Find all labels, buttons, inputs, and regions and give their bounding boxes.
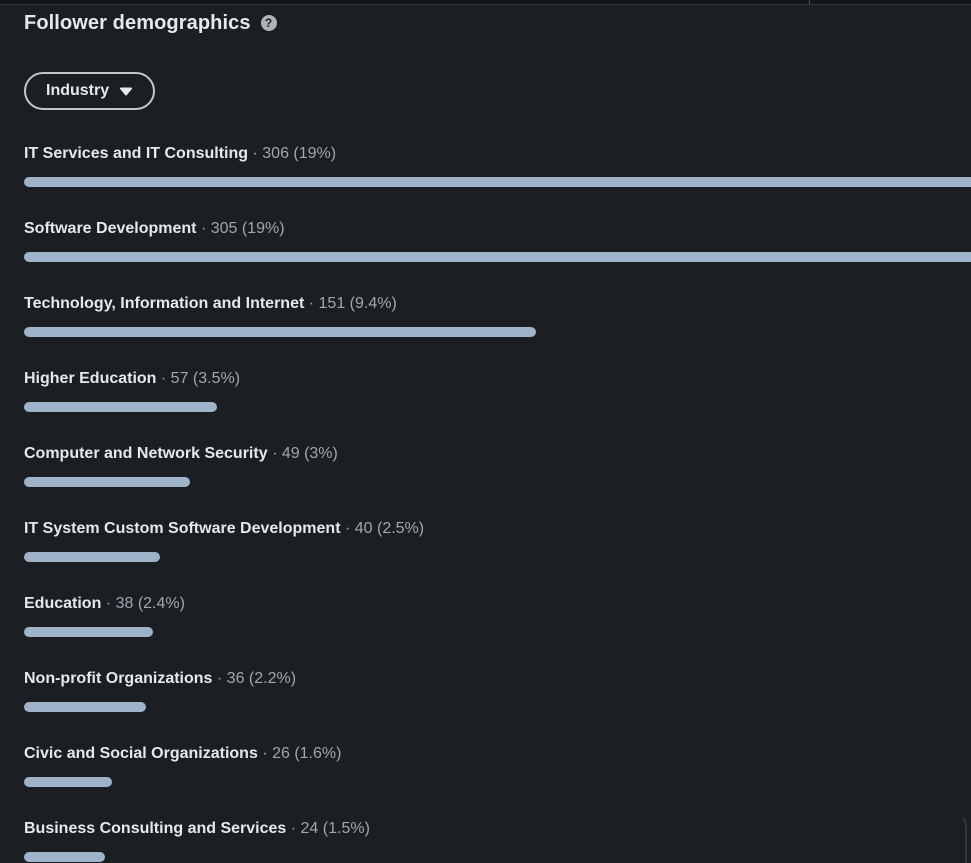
industry-name: IT Services and IT Consulting [24, 145, 249, 162]
card-header: Follower demographics ? [24, 10, 971, 36]
bar [24, 852, 105, 862]
row-label: IT System Custom Software Development · … [24, 518, 971, 539]
bar [24, 627, 153, 637]
row-label: Education · 38 (2.4%) [24, 593, 971, 614]
bar [24, 252, 971, 262]
industry-name: IT System Custom Software Development [24, 520, 341, 537]
demographic-row: Education · 38 (2.4%) [24, 593, 971, 668]
follower-demographics-card: Follower demographics ? Industry IT Serv… [0, 5, 971, 863]
demographic-row: IT System Custom Software Development · … [24, 518, 971, 593]
tabs-bottom-edge [0, 0, 971, 5]
industry-name: Business Consulting and Services [24, 820, 287, 837]
industry-value: · 40 (2.5%) [344, 520, 425, 537]
row-label: Higher Education · 57 (3.5%) [24, 368, 971, 389]
row-label: Business Consulting and Services · 24 (1… [24, 818, 971, 839]
demographics-list: IT Services and IT Consulting · 306 (19%… [24, 143, 971, 863]
row-label: Software Development · 305 (19%) [24, 218, 971, 239]
bar [24, 327, 536, 337]
industry-name: Higher Education [24, 370, 157, 387]
page-title: Follower demographics [24, 12, 251, 34]
industry-value: · 49 (3%) [272, 445, 338, 462]
industry-name: Computer and Network Security [24, 445, 268, 462]
industry-name: Software Development [24, 220, 197, 237]
industry-value: · 151 (9.4%) [308, 295, 397, 312]
industry-value: · 305 (19%) [200, 220, 285, 237]
row-label: IT Services and IT Consulting · 306 (19%… [24, 143, 971, 164]
demographic-row: Business Consulting and Services · 24 (1… [24, 818, 971, 863]
help-icon[interactable]: ? [260, 15, 277, 31]
demographic-row: Civic and Social Organizations · 26 (1.6… [24, 743, 971, 818]
industry-value: · 306 (19%) [252, 145, 337, 162]
industry-name: Non-profit Organizations [24, 670, 213, 687]
tab-divider-tick [809, 0, 810, 4]
industry-value: · 26 (1.6%) [262, 745, 342, 762]
bar [24, 402, 217, 412]
row-label: Technology, Information and Internet · 1… [24, 293, 971, 314]
bar [24, 477, 190, 487]
industry-value: · 24 (1.5%) [290, 820, 370, 837]
row-label: Non-profit Organizations · 36 (2.2%) [24, 668, 971, 689]
industry-name: Civic and Social Organizations [24, 745, 258, 762]
bar [24, 552, 160, 562]
industry-value: · 38 (2.4%) [105, 595, 185, 612]
row-label: Civic and Social Organizations · 26 (1.6… [24, 743, 971, 764]
demographic-row: Computer and Network Security · 49 (3%) [24, 443, 971, 518]
bar [24, 702, 146, 712]
industry-value: · 57 (3.5%) [160, 370, 241, 387]
demographic-row: Software Development · 305 (19%) [24, 218, 971, 293]
demographic-row: Higher Education · 57 (3.5%) [24, 368, 971, 443]
industry-name: Education [24, 595, 102, 612]
demographic-row: IT Services and IT Consulting · 306 (19%… [24, 143, 971, 218]
filter-label: Industry [46, 82, 110, 99]
adjacent-card-corner [955, 814, 967, 863]
demographic-row: Non-profit Organizations · 36 (2.2%) [24, 668, 971, 743]
bar [24, 177, 971, 187]
demographic-row: Technology, Information and Internet · 1… [24, 293, 971, 368]
bar [24, 777, 112, 787]
row-label: Computer and Network Security · 49 (3%) [24, 443, 971, 464]
industry-value: · 36 (2.2%) [216, 670, 297, 687]
chevron-down-icon [119, 87, 133, 96]
industry-name: Technology, Information and Internet [24, 295, 305, 312]
industry-filter-dropdown[interactable]: Industry [24, 72, 156, 110]
